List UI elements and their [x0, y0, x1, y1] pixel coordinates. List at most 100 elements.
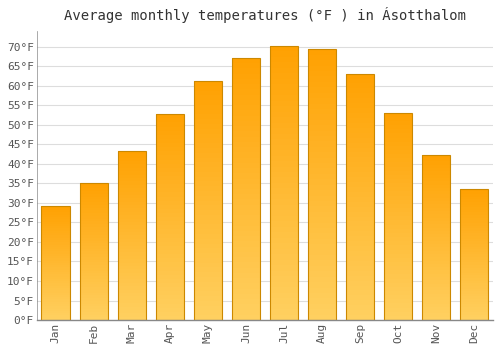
Bar — [346, 153, 374, 158]
Bar — [346, 74, 374, 78]
Bar — [346, 128, 374, 133]
Bar — [194, 96, 222, 100]
Bar — [270, 315, 298, 320]
Bar — [118, 252, 146, 256]
Bar — [42, 315, 70, 318]
Bar — [194, 177, 222, 181]
Bar — [42, 272, 70, 274]
Bar — [118, 175, 146, 178]
Bar — [384, 162, 412, 167]
Bar — [118, 158, 146, 161]
Bar — [346, 281, 374, 286]
Bar — [422, 294, 450, 297]
Bar — [384, 208, 412, 212]
Bar — [384, 295, 412, 299]
Bar — [118, 307, 146, 310]
Bar — [80, 257, 108, 260]
Bar — [384, 233, 412, 237]
Bar — [384, 158, 412, 162]
Bar — [80, 293, 108, 295]
Bar — [460, 228, 488, 231]
Bar — [270, 177, 298, 183]
Bar — [422, 178, 450, 181]
Bar — [460, 246, 488, 249]
Bar — [42, 205, 70, 320]
Bar — [308, 260, 336, 266]
Bar — [42, 258, 70, 260]
Bar — [384, 154, 412, 158]
Bar — [42, 274, 70, 277]
Bar — [384, 196, 412, 200]
Bar — [422, 251, 450, 254]
Bar — [232, 315, 260, 320]
Bar — [270, 227, 298, 232]
Bar — [422, 234, 450, 237]
Bar — [346, 202, 374, 207]
Bar — [118, 154, 146, 158]
Bar — [422, 201, 450, 204]
Bar — [346, 222, 374, 226]
Bar — [270, 205, 298, 210]
Bar — [308, 255, 336, 260]
Bar — [232, 278, 260, 284]
Bar — [384, 113, 412, 320]
Bar — [346, 142, 374, 148]
Bar — [42, 222, 70, 224]
Bar — [308, 212, 336, 217]
Bar — [384, 200, 412, 204]
Bar — [346, 187, 374, 192]
Bar — [42, 302, 70, 304]
Bar — [384, 133, 412, 138]
Bar — [42, 208, 70, 210]
Bar — [270, 84, 298, 90]
Bar — [42, 217, 70, 219]
Bar — [308, 201, 336, 206]
Bar — [460, 197, 488, 199]
Bar — [194, 167, 222, 172]
Bar — [194, 138, 222, 143]
Bar — [460, 270, 488, 273]
Bar — [42, 245, 70, 247]
Bar — [308, 55, 336, 60]
Bar — [270, 303, 298, 309]
Bar — [42, 256, 70, 258]
Bar — [308, 98, 336, 104]
Bar — [80, 306, 108, 309]
Bar — [270, 271, 298, 276]
Bar — [308, 288, 336, 293]
Bar — [460, 233, 488, 236]
Bar — [422, 195, 450, 198]
Bar — [270, 145, 298, 150]
Bar — [308, 282, 336, 288]
Bar — [460, 212, 488, 215]
Bar — [346, 231, 374, 236]
Bar — [194, 100, 222, 105]
Bar — [384, 229, 412, 233]
Bar — [422, 228, 450, 231]
Bar — [232, 121, 260, 126]
Bar — [384, 245, 412, 250]
Bar — [460, 307, 488, 309]
Bar — [232, 299, 260, 304]
Bar — [384, 150, 412, 154]
Bar — [308, 163, 336, 168]
Bar — [460, 194, 488, 197]
Bar — [80, 210, 108, 213]
Bar — [80, 287, 108, 290]
Bar — [346, 84, 374, 89]
Bar — [156, 197, 184, 201]
Bar — [80, 309, 108, 312]
Bar — [346, 74, 374, 320]
Bar — [270, 183, 298, 188]
Bar — [42, 260, 70, 263]
Bar — [232, 304, 260, 309]
Bar — [118, 151, 146, 154]
Bar — [384, 204, 412, 208]
Bar — [384, 167, 412, 171]
Bar — [118, 246, 146, 249]
Bar — [422, 307, 450, 310]
Bar — [308, 66, 336, 71]
Bar — [232, 142, 260, 147]
Bar — [232, 210, 260, 215]
Bar — [80, 197, 108, 199]
